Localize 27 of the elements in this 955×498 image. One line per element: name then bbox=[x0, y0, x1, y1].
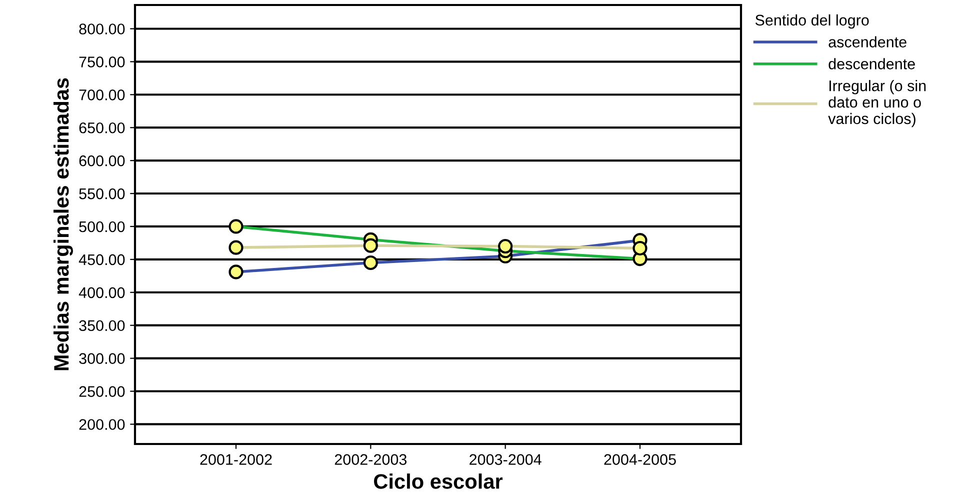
x-tick-label: 2002-2003 bbox=[334, 454, 407, 465]
x-tick-label: 2003-2004 bbox=[470, 454, 542, 465]
y-tick-label: 200.00 bbox=[79, 419, 125, 430]
y-tick-label: 450.00 bbox=[78, 254, 125, 266]
y-tick-label: 350.00 bbox=[79, 320, 125, 332]
y-tick-label: 250.00 bbox=[79, 386, 125, 397]
y-tick-label: 300.00 bbox=[79, 353, 125, 364]
y-tick-label: 500.00 bbox=[79, 221, 125, 232]
legend-label: ascendente bbox=[828, 36, 906, 48]
point bbox=[498, 238, 513, 254]
point bbox=[632, 240, 648, 256]
point bbox=[228, 240, 244, 255]
x-tick-label: 2001-2002 bbox=[200, 454, 272, 465]
x-axis-title: Ciclo escolar bbox=[374, 474, 503, 489]
y-tick-label: 550.00 bbox=[79, 188, 125, 200]
legend-label: Irregular (o sin dato en uno o varios ciclos) bbox=[828, 80, 926, 128]
legend-label: descendente bbox=[828, 58, 915, 70]
y-axis-title: Medias marginales estimadas bbox=[53, 78, 73, 370]
x-tick-label: 2004-2005 bbox=[604, 454, 676, 465]
y-tick-label: 600.00 bbox=[79, 155, 125, 166]
y-tick-label: 400.00 bbox=[78, 287, 125, 298]
y-tick-label: 650.00 bbox=[79, 122, 125, 134]
y-tick-label: 700.00 bbox=[79, 90, 125, 100]
point bbox=[363, 238, 378, 253]
y-tick-label: 800.00 bbox=[79, 24, 125, 34]
y-tick-label: 750.00 bbox=[79, 56, 125, 68]
legend-title: Sentido del logro bbox=[755, 14, 869, 29]
